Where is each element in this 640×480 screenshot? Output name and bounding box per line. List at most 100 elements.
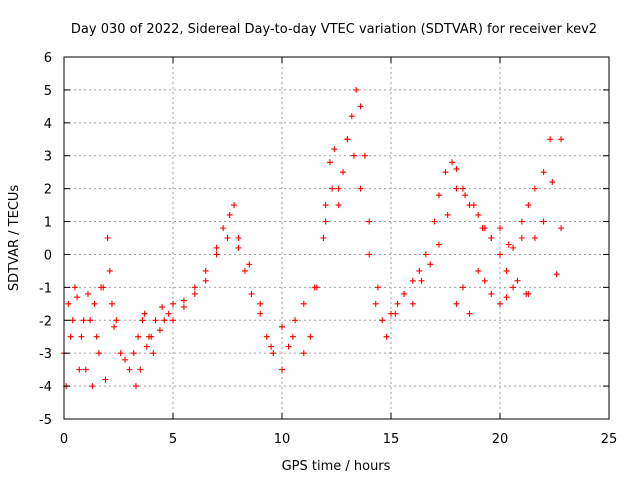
data-point (453, 185, 460, 192)
data-point (82, 366, 89, 373)
data-point (235, 244, 242, 251)
x-tick-label: 0 (60, 432, 68, 447)
y-tick-label: 1 (44, 216, 52, 231)
data-point (132, 383, 139, 390)
x-tick-label: 5 (169, 432, 177, 447)
data-point (466, 310, 473, 317)
data-point (113, 317, 120, 324)
y-tick-label: 3 (44, 150, 52, 165)
x-axis-label: GPS time / hours (282, 459, 391, 474)
data-point (459, 284, 466, 291)
data-point (91, 300, 98, 307)
data-point (180, 304, 187, 311)
data-point (344, 136, 351, 143)
data-point (170, 300, 176, 307)
x-tick-label: 25 (601, 432, 618, 447)
data-points (61, 86, 565, 390)
series-group (63, 136, 565, 390)
data-point (503, 294, 510, 301)
data-point (470, 202, 477, 209)
data-point (152, 317, 159, 324)
data-point (263, 333, 270, 340)
data-point (322, 218, 329, 225)
data-point (475, 267, 482, 274)
x-tick-label: 10 (274, 432, 291, 447)
data-point (475, 211, 482, 218)
data-point (159, 304, 166, 311)
data-point (442, 169, 449, 176)
data-point (329, 185, 336, 192)
data-point (372, 300, 379, 307)
data-point (270, 350, 277, 357)
data-point (191, 290, 198, 297)
data-point (435, 241, 442, 248)
data-point (117, 350, 124, 357)
data-point (241, 267, 248, 274)
y-axis-label: SDTVAR / TECUs (7, 185, 22, 292)
data-point (279, 323, 285, 330)
data-point (479, 225, 486, 232)
data-point (401, 290, 408, 297)
data-point (503, 267, 510, 274)
data-point (335, 202, 342, 209)
data-point (322, 202, 329, 209)
data-point (481, 277, 488, 284)
series-group (61, 86, 554, 373)
data-point (213, 251, 220, 258)
data-point (525, 202, 532, 209)
data-point (353, 86, 360, 93)
data-point (531, 235, 538, 241)
y-tick-label: -1 (39, 281, 52, 296)
data-point (444, 211, 451, 218)
x-tick-label: 15 (383, 432, 400, 447)
data-point (453, 165, 460, 172)
data-point (326, 159, 333, 166)
data-point (409, 277, 416, 284)
data-point (139, 317, 146, 324)
data-point (146, 333, 153, 340)
data-point (143, 343, 150, 350)
data-point (427, 261, 434, 268)
data-point (394, 300, 401, 307)
data-point (102, 376, 109, 383)
data-point (150, 350, 157, 357)
data-point (366, 218, 373, 225)
data-point (409, 300, 416, 307)
data-point (361, 152, 368, 159)
data-point (104, 235, 111, 241)
data-point (98, 284, 105, 291)
data-point (518, 218, 525, 225)
data-point (76, 366, 83, 373)
data-point (307, 333, 314, 340)
data-point (540, 169, 547, 176)
data-point (558, 225, 565, 232)
data-point (553, 271, 560, 278)
data-point (202, 277, 209, 284)
data-point (226, 211, 233, 218)
data-point (459, 185, 466, 192)
data-point (518, 235, 525, 241)
data-point (93, 333, 100, 340)
data-point (357, 185, 364, 192)
data-point (505, 241, 512, 248)
plot-frame (63, 56, 610, 420)
data-point (130, 350, 137, 357)
data-point (170, 317, 176, 324)
data-point (67, 333, 74, 340)
data-point (74, 294, 81, 301)
series-group (453, 225, 565, 317)
data-point (292, 317, 299, 324)
data-point (416, 267, 423, 274)
y-tick-label: 4 (44, 117, 52, 132)
y-tick-label: 2 (44, 183, 52, 198)
y-tick-label: -5 (39, 413, 52, 428)
data-point (135, 333, 142, 340)
data-point (69, 317, 76, 324)
data-point (126, 366, 133, 373)
data-point (525, 290, 532, 297)
data-point (95, 350, 102, 357)
data-point (488, 290, 495, 297)
data-point (65, 300, 72, 307)
data-point (549, 179, 556, 186)
